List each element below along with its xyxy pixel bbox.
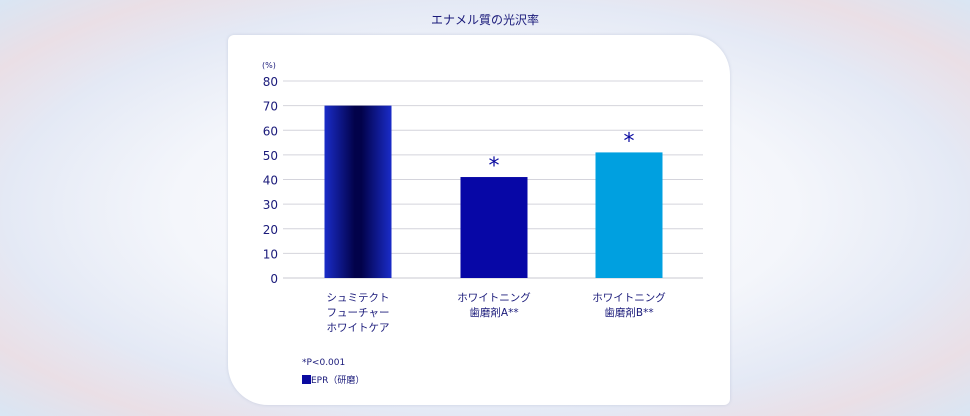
x-category-label: シュミテクト フューチャー ホワイトケア <box>288 291 428 336</box>
x-category-line: 歯磨剤B** <box>604 307 654 319</box>
footnote: *P<0.001 <box>302 358 346 368</box>
y-tick-label: 60 <box>263 124 278 138</box>
x-category-line: フューチャー <box>326 307 390 319</box>
y-tick-label: 10 <box>263 247 278 261</box>
y-tick-label: 40 <box>263 174 278 188</box>
x-category-line: 歯磨剤A** <box>469 307 519 319</box>
x-category-label: ホワイトニング 歯磨剤A** <box>424 291 564 321</box>
legend-swatch <box>302 375 311 384</box>
chart-title: エナメル質の光沢率 <box>430 13 539 27</box>
bar <box>595 152 663 278</box>
bar <box>460 177 528 278</box>
y-tick-label: 70 <box>263 100 278 114</box>
x-category-label: ホワイトニング 歯磨剤B** <box>559 291 699 321</box>
y-tick-label: 0 <box>270 272 278 286</box>
y-tick-label: 50 <box>263 149 278 163</box>
y-tick-label: 30 <box>263 198 278 212</box>
bar <box>324 105 392 278</box>
legend: EPR（研磨） <box>302 373 364 386</box>
legend-label: EPR（研磨） <box>311 376 365 386</box>
x-category-line: シュミテクト <box>326 292 390 304</box>
y-tick-label: 80 <box>263 75 278 89</box>
x-category-line: ホワイトニング <box>457 292 531 304</box>
y-axis-unit: (%) <box>262 61 276 70</box>
x-category-line: ホワイトニング <box>592 292 666 304</box>
significance-marker: * <box>624 129 635 154</box>
significance-marker: * <box>489 154 500 179</box>
x-category-line: ホワイトケア <box>326 322 390 334</box>
y-tick-label: 20 <box>263 223 278 237</box>
